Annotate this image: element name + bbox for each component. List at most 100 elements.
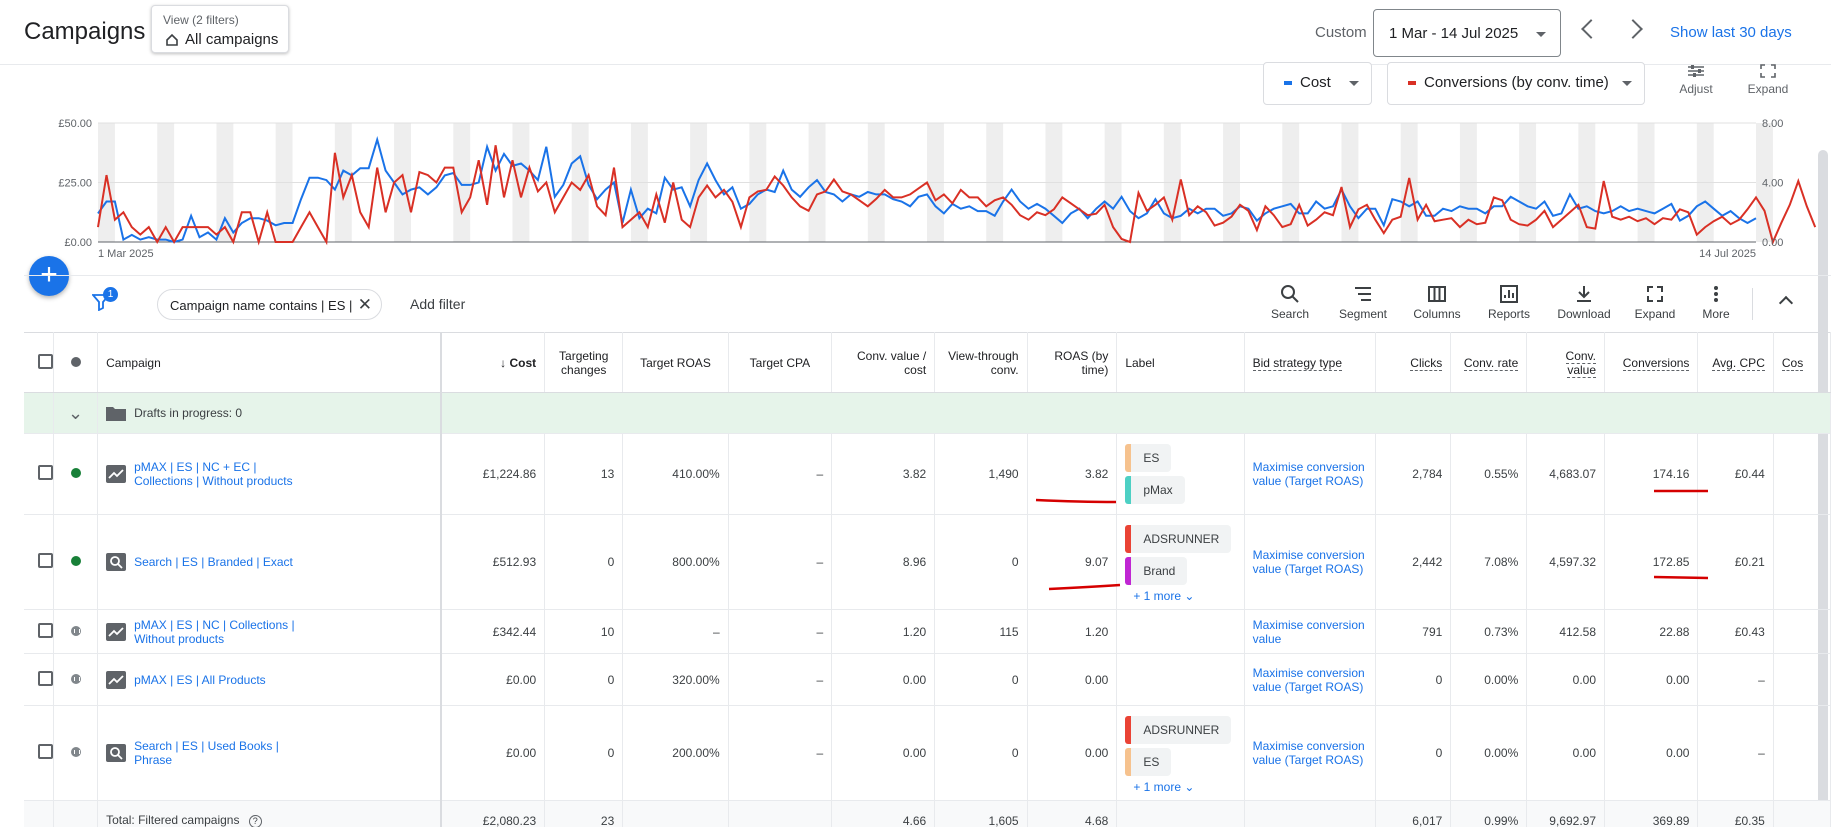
next-period-icon[interactable] [1623,19,1643,39]
table-row[interactable]: Search | ES | Branded | Exact £512.93 0 800… [24,514,1831,610]
campaign-name-link[interactable]: pMAX | ES | NC + EC | Collections | With… [134,460,293,488]
adjust-button[interactable]: Adjust [1666,64,1726,96]
more-labels-link[interactable]: + 1 more ⌄ [1133,780,1235,794]
campaign-name-link[interactable]: pMAX | ES | NC | Collections | Without p… [134,617,295,646]
chart-lines [97,136,1817,246]
view-through-cell: 1,490 [934,433,1028,515]
cost-cell: £512.93 [440,514,546,610]
chart-expand-button[interactable]: Expand [1738,64,1798,96]
col-header-label[interactable]: Label [1116,332,1245,393]
col-header-roas[interactable]: ROAS (by time) [1027,332,1118,393]
status-paused-icon[interactable] [70,673,81,684]
help-icon[interactable]: ? [248,815,262,827]
chevron-down-icon[interactable]: ⌄ [53,392,99,434]
campaign-name-filter-chip[interactable]: Campaign name contains | ES | ✕ [157,289,382,320]
row-checkbox[interactable] [38,622,53,638]
conv-value-cell: 0.00 [1526,705,1606,801]
col-header-cost-partial[interactable]: Cos [1773,332,1831,393]
segment-button[interactable]: Segment [1332,284,1394,321]
bid-strategy-link[interactable]: Maximise conversion value (Target ROAS) [1252,665,1365,694]
col-header-clicks[interactable]: Clicks [1375,332,1452,393]
status-enabled-dot[interactable] [70,556,81,566]
add-filter-button[interactable]: Add filter [410,296,466,312]
campaign-name-link[interactable]: Search | ES | Branded | Exact [134,555,293,569]
bid-strategy-cell: Maximise conversion value (Target ROAS) [1244,705,1376,801]
col-header-conv-rate[interactable]: Conv. rate [1450,332,1528,393]
col-header-campaign[interactable]: Campaign [97,332,442,393]
col-header-campaign-label: Campaign [106,355,161,370]
bid-strategy-link[interactable]: Maximise conversion value (Target ROAS) [1252,460,1365,488]
y-left-tick-label: £25.00 [58,178,92,190]
col-header-bid-strategy[interactable]: Bid strategy type [1244,332,1376,393]
status-enabled-dot[interactable] [70,468,81,478]
col-header-conv-value-cost[interactable]: Conv. value / cost [831,332,936,393]
columns-button[interactable]: Columns [1406,284,1468,321]
search-button[interactable]: Search [1259,284,1321,321]
metric2-select[interactable]: Conversions (by conv. time) [1387,62,1645,105]
more-button[interactable]: More [1685,284,1747,321]
conv-value-cost-cell: 0.00 [831,705,936,801]
avg-cpc-cell: £0.43 [1697,609,1774,654]
clicks-cell: 791 [1375,609,1452,654]
col-header-cost[interactable]: ↓ Cost [440,332,546,393]
date-range-select[interactable]: 1 Mar - 14 Jul 2025 [1373,9,1561,57]
status-filter-dot[interactable] [70,356,81,367]
download-button[interactable]: Download [1553,284,1615,321]
label-chip[interactable]: pMax [1125,476,1235,504]
status-paused-icon[interactable] [70,625,81,636]
reports-icon [1500,285,1518,303]
conv-rate-cell: 0.73% [1450,609,1528,654]
campaign-name-link[interactable]: pMAX | ES | All Products [134,672,266,687]
col-header-target-roas[interactable]: Target ROAS [622,332,729,393]
row-checkbox[interactable] [38,744,53,759]
previous-period-icon[interactable] [1581,19,1601,39]
close-icon[interactable]: ✕ [357,295,372,314]
bid-strategy-link[interactable]: Maximise conversion value (Target ROAS) [1252,548,1365,576]
label-chip[interactable]: Brand [1125,557,1235,585]
table-row[interactable]: pMAX | ES | NC + EC | Collections | With… [24,433,1831,515]
label-chip[interactable]: ES [1125,444,1235,472]
trending-icon [106,670,127,689]
roas-cell: 0.00 [1027,653,1118,706]
chevron-up-icon[interactable] [1778,295,1794,311]
campaigns-table: Campaign ↓ Cost Targeting changes Target… [24,332,1831,827]
reports-button[interactable]: Reports [1478,284,1540,321]
conv-rate-cell: 0.00% [1450,653,1528,706]
target-cpa-cell: – [728,433,833,515]
row-checkbox[interactable] [38,553,53,568]
row-checkbox[interactable] [38,670,53,686]
show-last-30-days-link[interactable]: Show last 30 days [1670,24,1792,41]
conv-value-cell: 0.00 [1526,653,1606,706]
col-header-conversions[interactable]: Conversions [1604,332,1699,393]
table-row[interactable]: pMAX | ES | All Products £0.00 0 320.00% –0.… [24,653,1831,706]
more-labels-link[interactable]: + 1 more ⌄ [1133,589,1235,603]
home-icon [166,33,178,46]
label-chip[interactable]: ADSRUNNER [1125,525,1235,553]
col-header-targeting[interactable]: Targeting changes [544,332,624,393]
campaign-name-link[interactable]: Search | ES | Used Books | Phrase [134,739,279,767]
col-header-conv-value[interactable]: Conv. value [1526,332,1606,393]
table-row[interactable]: pMAX | ES | NC | Collections | Without p… [24,609,1831,654]
col-header-avg-cpc[interactable]: Avg. CPC [1697,332,1774,393]
table-row[interactable]: Search | ES | Used Books | Phrase £0.00 0 2… [24,705,1831,801]
drafts-row[interactable]: ⌄ Drafts in progress: 0 [24,392,1831,434]
select-all-checkbox[interactable] [38,353,53,369]
col-header-target-cpa-label: Target CPA [749,355,811,370]
col-header-target-cpa[interactable]: Target CPA [728,332,833,393]
bid-strategy-link[interactable]: Maximise conversion value (Target ROAS) [1252,739,1365,767]
conversions-cell: 22.88 [1604,609,1699,654]
clicks-cell: 0 [1375,653,1452,706]
col-header-view-through[interactable]: View-through conv. [934,332,1028,393]
view-selector[interactable]: View (2 filters) All campaigns [151,5,289,53]
row-checkbox[interactable] [38,465,53,480]
targeting-changes-cell: 0 [544,705,624,801]
status-paused-icon[interactable] [70,747,81,757]
metric1-select[interactable]: Cost [1263,62,1372,105]
label-chip[interactable]: ES [1125,748,1235,776]
total-clicks: 6,017 [1375,800,1452,827]
label-chip[interactable]: ADSRUNNER [1125,716,1235,744]
y-left-tick-label: £50.00 [58,118,92,130]
bid-strategy-link[interactable]: Maximise conversion value [1252,617,1365,646]
table-expand-button[interactable]: Expand [1624,284,1686,321]
add-campaign-button[interactable]: + [29,256,69,296]
